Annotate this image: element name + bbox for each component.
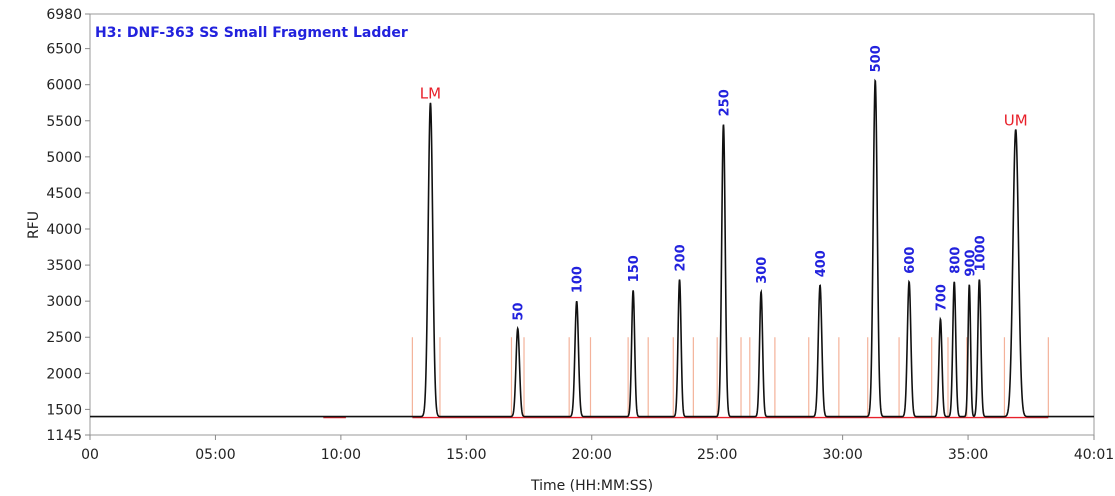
x-tick-label: 30:00: [822, 447, 862, 463]
peak-boundary-lines: [411, 337, 1049, 417]
y-tick-label: 1145: [46, 428, 82, 444]
y-tick-label: 5000: [46, 150, 82, 166]
y-tick-label: 5500: [46, 114, 82, 130]
y-tick-label: 4000: [46, 222, 82, 238]
y-tick-label: 6500: [46, 42, 82, 58]
x-tick-label: 35:00: [948, 447, 988, 463]
peak-label: 600: [903, 247, 918, 274]
peak-labels: LM 50 100 150 200 250 300 400 500 600 700 800 900100…: [420, 45, 1028, 320]
x-tick-label: 05:00: [195, 447, 235, 463]
peak-label: 300: [755, 257, 770, 284]
y-tick-label: 3000: [46, 294, 82, 310]
x-axis: 00 05:00 10:00 15:00 20:00 25:00 30:00 35:00 40:…: [81, 435, 1114, 463]
signal-trace: [90, 78, 1094, 418]
x-tick-label: 00: [81, 447, 99, 463]
peak-label: LM: [420, 85, 441, 103]
y-tick-label: 4500: [46, 186, 82, 202]
peak-label: 500: [869, 45, 884, 72]
x-axis-label: Time (HH:MM:SS): [530, 478, 653, 494]
x-tick-label: 40:01: [1074, 447, 1114, 463]
y-tick-label: 6980: [46, 7, 82, 23]
plot-frame: [89, 13, 1095, 436]
peak-label: 50: [512, 302, 527, 320]
y-axis: 1145 1500 2000 2500 3000 3500 4000 4500 5000 5500…: [46, 7, 90, 444]
peak-label: 150: [627, 255, 642, 282]
peak-label: 200: [674, 244, 689, 271]
peak-label: 900: [963, 249, 978, 276]
peak-label: 250: [717, 89, 732, 116]
y-tick-label: 1500: [46, 402, 82, 418]
peak-label: UM: [1004, 111, 1028, 129]
y-axis-label: RFU: [26, 211, 42, 239]
y-tick-label: 6000: [46, 78, 82, 94]
y-tick-label: 2500: [46, 330, 82, 346]
x-tick-label: 20:00: [572, 447, 612, 463]
x-tick-label: 10:00: [321, 447, 361, 463]
peak-label: 400: [814, 250, 829, 277]
peak-label: 1000: [973, 235, 988, 271]
peak-label: 700: [934, 284, 949, 311]
x-tick-label: 15:00: [446, 447, 486, 463]
y-tick-label: 3500: [46, 258, 82, 274]
chart-title: H3: DNF-363 SS Small Fragment Ladder: [95, 25, 408, 41]
peak-label: 100: [571, 266, 586, 293]
x-tick-label: 25:00: [697, 447, 737, 463]
y-tick-label: 2000: [46, 366, 82, 382]
peak-label: 800: [948, 247, 963, 274]
